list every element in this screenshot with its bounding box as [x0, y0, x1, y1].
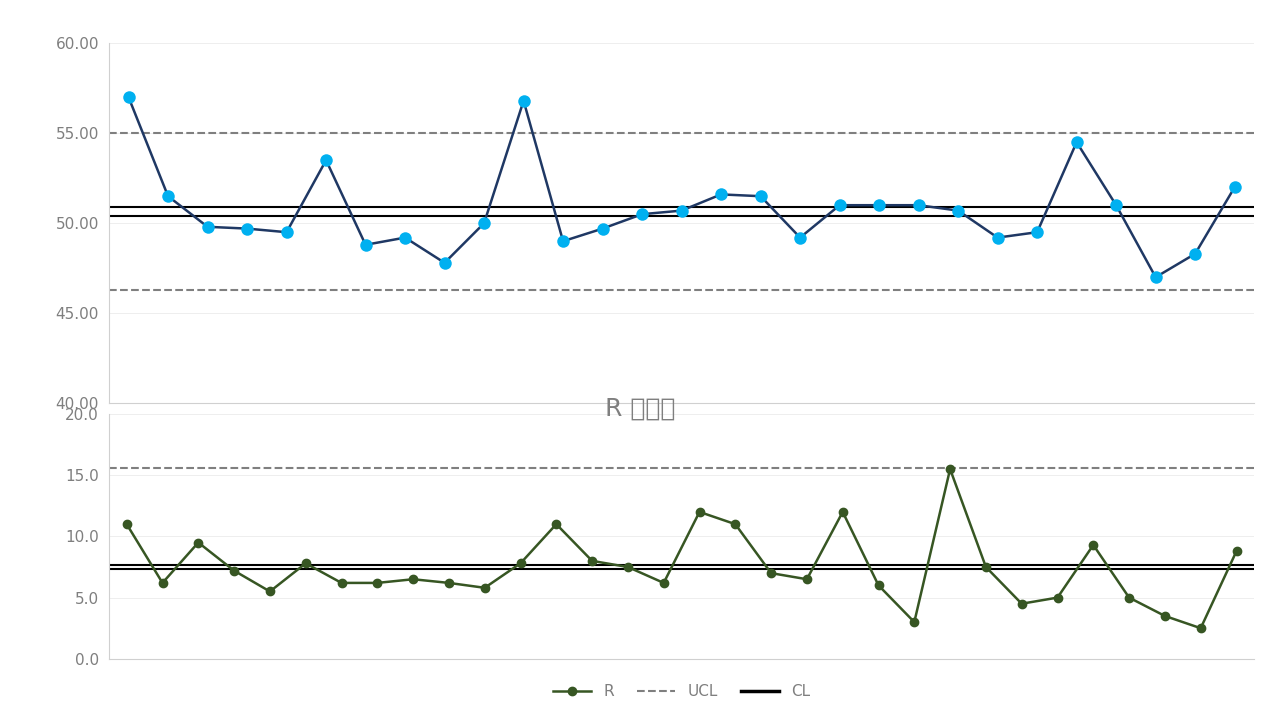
- Text: R 管理図: R 管理図: [605, 397, 675, 420]
- Legend: R, UCL, CL: R, UCL, CL: [547, 678, 817, 705]
- Legend: `X, UCL, CL, LCL: `X, UCL, CL, LCL: [493, 433, 870, 460]
